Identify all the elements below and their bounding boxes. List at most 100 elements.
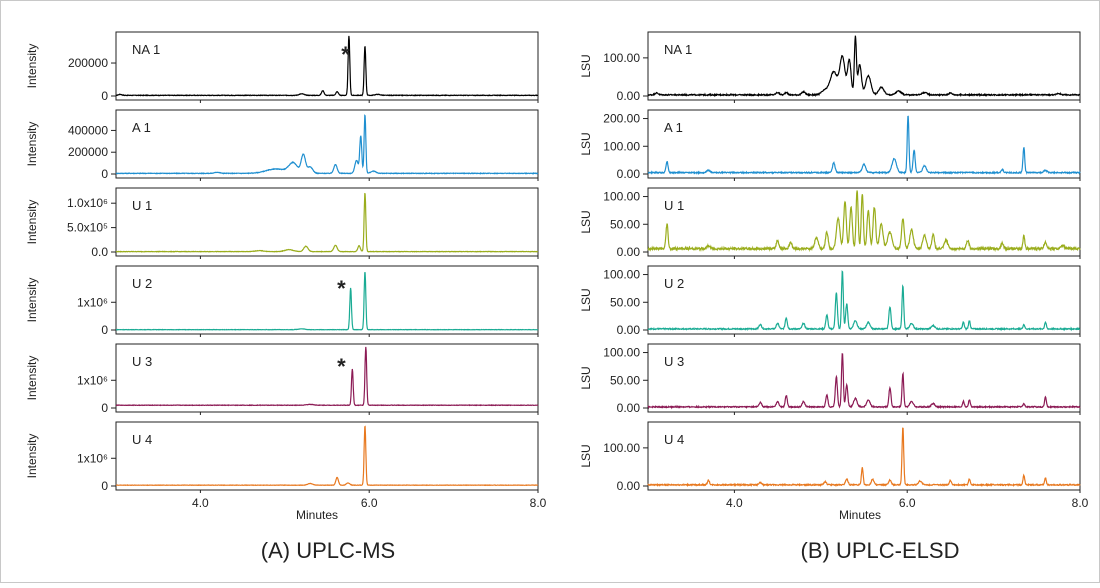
trace-line xyxy=(647,190,1081,253)
x-tick-label: 4.0 xyxy=(726,496,743,510)
trace-line xyxy=(115,425,539,487)
trace-line xyxy=(115,114,539,175)
y-tick-label: 200000 xyxy=(68,56,108,70)
y-tick-label: 1x10⁶ xyxy=(77,373,108,387)
y-tick-label: 100.00 xyxy=(603,190,640,204)
y-tick-label: 0.00 xyxy=(617,89,641,103)
sample-label: A 1 xyxy=(132,120,151,135)
panel-frame xyxy=(647,187,1081,257)
y-tick-label: 100.00 xyxy=(603,51,640,65)
elsd-panel-na1: 0.00 100.00 LSU NA 1 xyxy=(579,31,1081,103)
y-tick-label: 0.00 xyxy=(617,323,641,337)
sample-label: U 3 xyxy=(132,354,152,369)
y-tick-label: 0 xyxy=(101,323,108,337)
peak-annotation: * xyxy=(337,276,346,301)
y-axis-label: LSU xyxy=(579,444,593,467)
x-tick-label: 6.0 xyxy=(899,496,916,510)
elsd-panel-u4: 0.00 100.00 LSU U 4 xyxy=(579,421,1081,493)
sample-label: U 2 xyxy=(664,276,684,291)
trace-line xyxy=(115,192,539,253)
y-axis-label: Intensity xyxy=(25,122,39,167)
panel-frame xyxy=(115,421,539,491)
y-tick-label: 0 xyxy=(101,479,108,493)
trace-line xyxy=(115,346,539,407)
trace-line xyxy=(647,270,1081,332)
trace-line xyxy=(647,353,1081,410)
y-axis-label: Intensity xyxy=(25,356,39,401)
sample-label: U 2 xyxy=(132,276,152,291)
y-tick-label: 0.0 xyxy=(91,245,108,259)
panel-frame xyxy=(115,109,539,179)
x-tick-label: 8.0 xyxy=(1072,496,1089,510)
elsd-panel-u3: 0.00 50.00 100.00 LSU U 3 xyxy=(579,343,1081,415)
sample-label: NA 1 xyxy=(664,42,692,57)
panel-frame xyxy=(647,421,1081,491)
x-tick-label: 8.0 xyxy=(530,496,547,510)
elsd-panel-u1: 0.00 50.00 100.00 LSU U 1 xyxy=(579,187,1081,259)
y-tick-label: 0 xyxy=(101,401,108,415)
y-tick-label: 50.00 xyxy=(610,295,640,309)
y-axis-label: LSU xyxy=(579,288,593,311)
panel-frame xyxy=(647,31,1081,101)
sample-label: NA 1 xyxy=(132,42,160,57)
caption-uplc-elsd: (B) UPLC-ELSD xyxy=(801,538,960,563)
y-tick-label: 0.00 xyxy=(617,245,641,259)
y-tick-label: 0 xyxy=(101,167,108,181)
sample-label: U 1 xyxy=(664,198,684,213)
y-tick-label: 1x10⁶ xyxy=(77,451,108,465)
x-tick-label: 4.0 xyxy=(192,496,209,510)
y-axis-label: LSU xyxy=(579,132,593,155)
y-tick-label: 1x10⁶ xyxy=(77,295,108,309)
y-tick-label: 100.00 xyxy=(603,346,640,360)
y-axis-label: Intensity xyxy=(25,44,39,89)
y-tick-label: 5.0x10⁵ xyxy=(67,221,108,235)
ms-panel-na1: 0 200000 Intensity NA 1 * xyxy=(25,31,539,103)
ms-panel-u4: 0 1x10⁶ Intensity U 4 xyxy=(25,421,539,493)
y-axis-label: Intensity xyxy=(25,200,39,245)
trace-line xyxy=(647,427,1081,488)
x-axis-label: Minutes xyxy=(839,508,881,522)
y-tick-label: 0.00 xyxy=(617,167,641,181)
panel-frame xyxy=(647,343,1081,413)
y-tick-label: 100.00 xyxy=(603,139,640,153)
x-tick-label: 6.0 xyxy=(361,496,378,510)
sample-label: U 4 xyxy=(664,432,684,447)
panel-frame xyxy=(115,343,539,413)
y-tick-label: 400000 xyxy=(68,123,108,137)
panel-frame xyxy=(647,265,1081,335)
y-axis-label: LSU xyxy=(579,54,593,77)
y-tick-label: 200000 xyxy=(68,145,108,159)
y-tick-label: 200.00 xyxy=(603,112,640,126)
panel-frame xyxy=(115,187,539,257)
peak-annotation: * xyxy=(341,42,350,67)
sample-label: U 1 xyxy=(132,198,152,213)
trace-line xyxy=(647,35,1081,98)
y-tick-label: 50.00 xyxy=(610,373,640,387)
caption-uplc-ms: (A) UPLC-MS xyxy=(261,538,395,563)
y-axis-label: Intensity xyxy=(25,278,39,323)
y-tick-label: 0.00 xyxy=(617,479,641,493)
y-tick-label: 50.00 xyxy=(610,217,640,231)
y-tick-label: 100.00 xyxy=(603,441,640,455)
y-tick-label: 100.00 xyxy=(603,268,640,282)
panel-frame xyxy=(647,109,1081,179)
sample-label: U 3 xyxy=(664,354,684,369)
y-axis-label: Intensity xyxy=(25,434,39,479)
x-axis-label: Minutes xyxy=(296,508,338,522)
y-tick-label: 1.0x10⁶ xyxy=(67,196,108,210)
sample-label: A 1 xyxy=(664,120,683,135)
peak-annotation: * xyxy=(337,354,346,379)
trace-line xyxy=(115,35,538,97)
panel-frame xyxy=(115,31,539,101)
ms-panel-u2: 0 1x10⁶ Intensity U 2 * xyxy=(25,265,539,337)
uplc-ms-chart: 0 200000 Intensity NA 1 * 0 200000 400000 Intens… xyxy=(25,31,547,522)
ms-panel-u1: 0.0 5.0x10⁵ 1.0x10⁶ Intensity U 1 xyxy=(25,187,539,259)
ms-panel-u3: 0 1x10⁶ Intensity U 3 * xyxy=(25,343,539,415)
y-tick-label: 0.00 xyxy=(617,401,641,415)
trace-line xyxy=(116,272,539,331)
elsd-panel-a1: 0.00 100.00 200.00 LSU A 1 xyxy=(579,109,1081,181)
elsd-panel-u2: 0.00 50.00 100.00 LSU U 2 xyxy=(579,265,1081,337)
